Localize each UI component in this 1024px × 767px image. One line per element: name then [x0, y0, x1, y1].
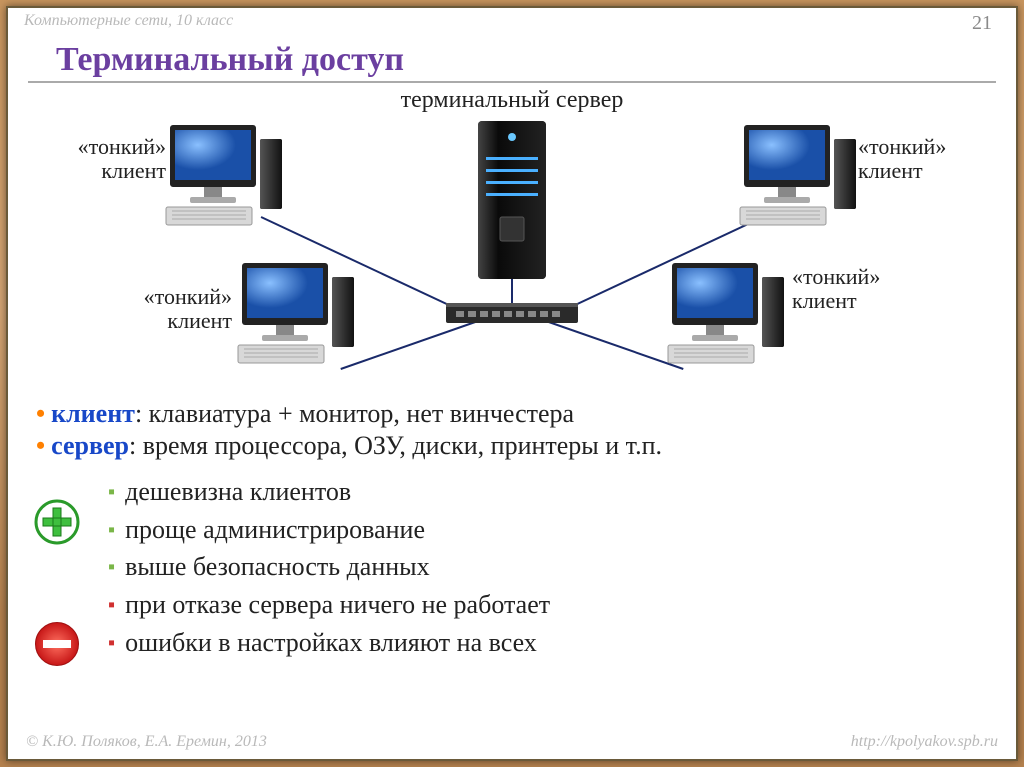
- pro-2: ▪проще администрирование: [48, 511, 996, 549]
- copyright: © К.Ю. Поляков, Е.А. Еремин, 2013: [26, 733, 267, 751]
- def-client: •клиент: клавиатура + монитор, нет винче…: [36, 399, 988, 429]
- def-server: •сервер: время процессора, ОЗУ, диски, п…: [36, 431, 988, 461]
- client-3: «тонкий» клиент: [120, 257, 362, 372]
- client-3-label: «тонкий» клиент: [112, 285, 232, 333]
- definitions: •клиент: клавиатура + монитор, нет винче…: [8, 397, 1016, 461]
- client-1: «тонкий» клиент: [52, 119, 290, 234]
- con-1: ▪при отказе сервера ничего не работает: [48, 586, 996, 624]
- client-2-label: «тонкий» клиент: [858, 135, 978, 183]
- client-4-label: «тонкий» клиент: [792, 265, 912, 313]
- client-4: «тонкий» клиент: [662, 257, 904, 372]
- con-2: ▪ошибки в настройках влияют на всех: [48, 624, 996, 662]
- header: Компьютерные сети, 10 класс 21: [8, 8, 1016, 35]
- client-2: «тонкий» клиент: [734, 119, 972, 234]
- page-title: Терминальный доступ: [28, 35, 996, 83]
- footer-url: http://kpolyakov.spb.ru: [851, 733, 998, 751]
- network-diagram: терминальный сервер: [32, 87, 992, 397]
- server-label: терминальный сервер: [401, 87, 624, 114]
- pros-cons: ▪дешевизна клиентов ▪проще администриров…: [8, 463, 1016, 661]
- minus-icon: [34, 621, 80, 672]
- footer: © К.Ю. Поляков, Е.А. Еремин, 2013 http:/…: [8, 733, 1016, 751]
- pc-icon: [160, 119, 290, 234]
- pc-icon: [734, 119, 864, 234]
- breadcrumb: Компьютерные сети, 10 класс: [24, 12, 233, 30]
- pro-3: ▪выше безопасность данных: [48, 548, 996, 586]
- page-number: 21: [972, 12, 1000, 35]
- plus-icon: [34, 499, 80, 550]
- slide: Компьютерные сети, 10 класс 21 Терминаль…: [6, 6, 1018, 761]
- server-icon: [468, 117, 556, 292]
- pc-icon: [232, 257, 362, 372]
- client-1-label: «тонкий» клиент: [46, 135, 166, 183]
- pc-icon: [662, 257, 792, 372]
- pro-1: ▪дешевизна клиентов: [48, 473, 996, 511]
- switch-icon: [442, 297, 582, 334]
